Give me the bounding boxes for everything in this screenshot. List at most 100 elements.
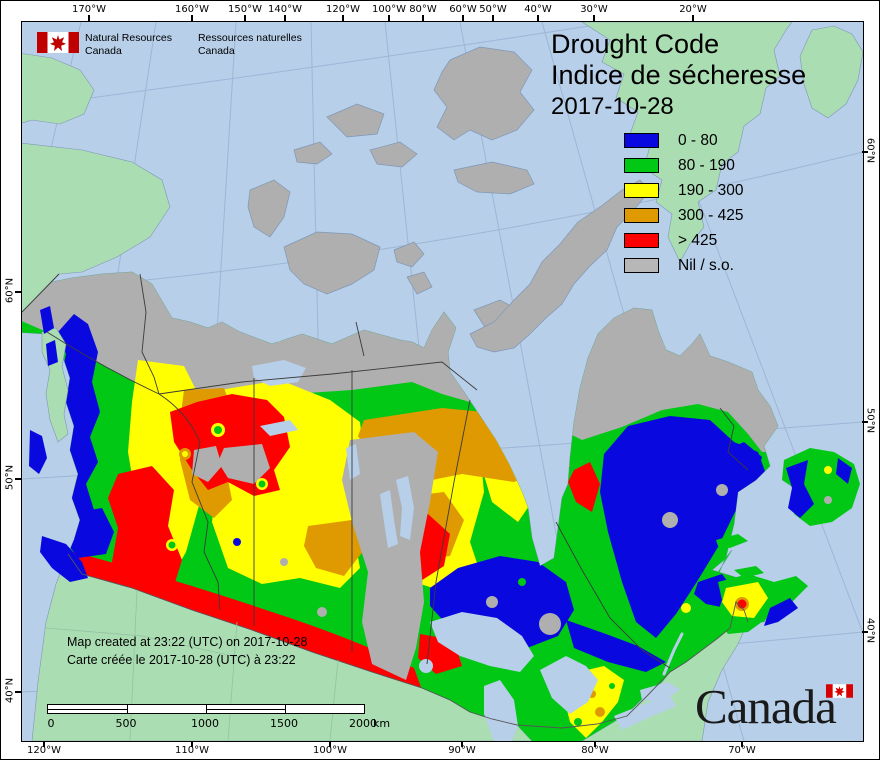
longitude-label: 120°W [27, 745, 61, 756]
latitude-label: 50°N [4, 464, 16, 491]
region-nil-wedge [342, 432, 438, 680]
scale-midline [206, 709, 285, 710]
creation-notes: Map created at 23:22 (UTC) on 2017-10-28… [67, 633, 307, 669]
devon-island [453, 161, 535, 195]
tick [594, 741, 596, 747]
anticosti-island [716, 534, 748, 548]
longitude-label: 100°W [313, 745, 347, 756]
region-dot [233, 538, 241, 546]
region-dot [574, 718, 582, 726]
lake-ontario [640, 682, 680, 702]
tick [15, 478, 21, 480]
quebec-labrador-border [719, 407, 749, 471]
scale-bar-graphic [47, 704, 365, 714]
longitude-label: 110°W [175, 745, 209, 756]
tick [862, 151, 868, 153]
legend-label: 190 - 300 [678, 181, 744, 199]
map-title: Drought Code Indice de sécheresse 2017-1… [551, 29, 806, 122]
region-dot [681, 603, 691, 613]
lakes [252, 302, 680, 741]
longitude-label: 80°W [581, 745, 609, 756]
queen-elizabeth-islands [369, 141, 418, 168]
longitude-label: 40°W [524, 4, 552, 15]
nrcan-text-en: Natural Resources Canada [85, 32, 172, 57]
longitude-label: 30°W [580, 4, 608, 15]
reindeer-lake [346, 444, 360, 480]
region-dot [280, 558, 288, 566]
ontario-quebec-border [555, 521, 671, 669]
tick [422, 15, 424, 21]
region-nil-patch [218, 444, 270, 484]
lake-superior [430, 612, 534, 672]
arctic-islands [247, 46, 651, 353]
canada-us-border [67, 553, 749, 729]
region-blue-labrador [722, 442, 762, 492]
drought-code-map [22, 22, 863, 741]
wordmark-text: Canada [695, 679, 837, 734]
lake-winnipegosis [380, 490, 398, 548]
legend-row: 80 - 190 [624, 157, 744, 174]
us-state-line [329, 659, 339, 741]
tick [342, 15, 344, 21]
scale-label: 1500 [270, 717, 298, 730]
wordmark-flag-icon [826, 684, 853, 698]
great-bear-lake [260, 302, 306, 342]
longitude-label: 90°W [448, 745, 476, 756]
region-dot [214, 426, 222, 434]
region-blue [566, 620, 666, 672]
longitude-label: 50°W [479, 4, 507, 15]
greenland [581, 22, 793, 263]
region-dot [182, 451, 188, 457]
haida-gwaii [29, 430, 47, 474]
region-dot [595, 707, 605, 717]
banks-island [247, 179, 291, 238]
region-dot [716, 484, 728, 496]
scale-label: 2000 [349, 717, 377, 730]
nrcan-text-fr: Ressources naturelles Canada [197, 32, 302, 57]
lake-huron [540, 656, 598, 714]
region-dot [737, 599, 747, 609]
region-dot [539, 613, 561, 635]
region-dot [258, 480, 266, 488]
region-orange [304, 520, 364, 576]
legend-row: 300 - 425 [624, 207, 744, 224]
lake-athabasca [260, 420, 298, 436]
tick [492, 15, 494, 21]
lake-winnipeg [396, 476, 414, 540]
tick [741, 741, 743, 747]
longitude-label: 150°W [228, 4, 262, 15]
legend-swatch-orange [624, 208, 659, 223]
scale-label: 1000 [191, 717, 219, 730]
somerset-island [406, 271, 433, 295]
ellesmere-island [433, 46, 535, 141]
newfoundland-blue [786, 460, 814, 518]
tick [692, 15, 694, 21]
us-state-line [45, 627, 243, 659]
latitude-label: 50°N [864, 407, 876, 434]
latitude-label: 60°N [864, 137, 876, 164]
iceland [799, 25, 863, 119]
tick [593, 15, 595, 21]
tick [15, 691, 21, 693]
vancouver-island [40, 536, 88, 582]
russia-chukotka [22, 53, 95, 125]
alaska [22, 142, 171, 313]
lake-erie [614, 696, 676, 730]
region-dot [609, 683, 615, 689]
tick [388, 15, 390, 21]
title-line-fr: Indice de sécheresse [551, 60, 807, 90]
region-dot [168, 541, 176, 549]
boothia [393, 241, 425, 268]
scale-unit: km [373, 717, 391, 730]
alaska-yukon-border [22, 273, 60, 313]
longitude-label: 20°W [679, 4, 707, 15]
tick [191, 741, 193, 747]
bc-alberta-border [158, 393, 221, 611]
region-dot [518, 578, 526, 586]
nrcan-signature: Natural Resources Canada Ressources natu… [37, 32, 328, 58]
tick [862, 421, 868, 423]
us-state-line [227, 621, 238, 741]
longitude-label: 70°W [728, 745, 756, 756]
region-red [568, 462, 600, 512]
